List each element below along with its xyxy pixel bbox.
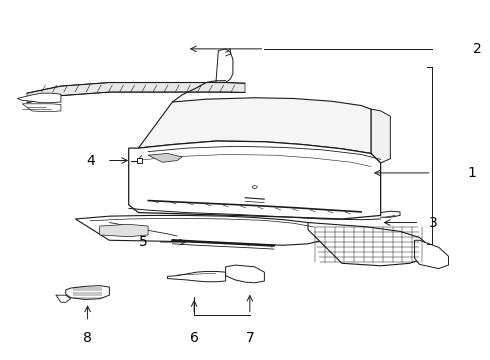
Polygon shape [22, 104, 61, 112]
Polygon shape [129, 141, 381, 219]
Polygon shape [17, 93, 61, 103]
Text: 7: 7 [245, 331, 254, 345]
Text: 3: 3 [429, 216, 438, 230]
Polygon shape [27, 82, 245, 103]
Text: 8: 8 [83, 331, 92, 345]
Polygon shape [371, 109, 391, 163]
Polygon shape [225, 265, 265, 283]
Text: 2: 2 [473, 42, 482, 56]
Polygon shape [66, 285, 109, 300]
Polygon shape [148, 153, 182, 162]
Text: 4: 4 [86, 153, 95, 167]
Bar [137, 158, 142, 163]
Polygon shape [75, 215, 322, 245]
Polygon shape [99, 224, 148, 237]
Text: 5: 5 [139, 235, 148, 249]
Polygon shape [308, 222, 429, 266]
Polygon shape [415, 240, 448, 269]
Text: 6: 6 [190, 331, 198, 345]
Polygon shape [138, 98, 371, 153]
Text: 1: 1 [468, 166, 477, 180]
Polygon shape [216, 49, 233, 82]
Polygon shape [168, 271, 225, 282]
